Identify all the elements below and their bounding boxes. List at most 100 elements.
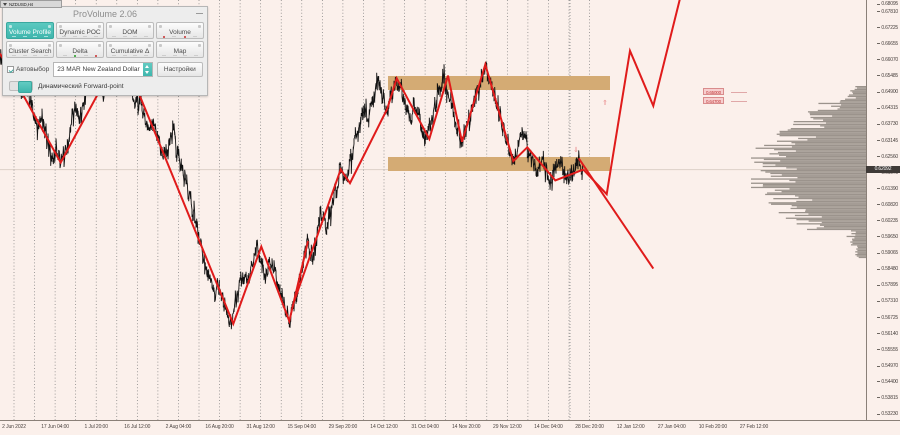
button-handle-icons — [159, 24, 201, 28]
panel-button-volume-profile[interactable]: Volume Profile — [6, 22, 54, 39]
panel-title-label: ProVolume 2.06 — [72, 9, 138, 19]
price-tag-1-line — [731, 91, 747, 93]
button-status-dots — [109, 54, 151, 57]
price-axis-tick: 0.67225 — [877, 24, 898, 31]
time-axis-tick: 10 Feb 20:00 — [698, 424, 728, 430]
price-axis-tick: 0.64900 — [877, 89, 898, 96]
button-status-dots — [59, 35, 101, 38]
panel-button-grid: Volume Profile Dynamic POC DOM Volume Cluste… — [3, 22, 207, 58]
button-status-dots — [109, 35, 151, 38]
button-handle-icons — [59, 24, 101, 28]
time-axis-tick: 31 Oct 04:00 — [411, 424, 439, 430]
price-axis-tick: 0.66070 — [877, 56, 898, 63]
price-axis-tick: 0.65485 — [877, 72, 898, 79]
time-axis-tick: 29 Nov 12:00 — [493, 424, 522, 430]
price-axis-tick: 0.60820 — [877, 201, 898, 208]
panel-button-label: Delta — [72, 47, 88, 55]
price-axis-tick: 0.53230 — [877, 411, 898, 417]
button-status-dots — [59, 54, 101, 57]
minimize-icon[interactable] — [196, 13, 203, 14]
time-axis-tick: 1 Jul 20:00 — [84, 424, 108, 430]
button-handle-icons — [109, 43, 151, 47]
volume-profile-histogram — [751, 86, 866, 259]
button-handle-icons — [9, 43, 51, 47]
up-arrow-marker: ⇑ — [602, 100, 608, 107]
price-tag-2-line — [731, 100, 747, 102]
price-axis-tick: 0.57895 — [877, 282, 898, 289]
upper-supply-zone[interactable] — [388, 76, 610, 90]
panel-titlebar[interactable]: ProVolume 2.06 — [3, 7, 207, 22]
button-status-dots — [9, 54, 51, 57]
panel-button-label: Cluster Search — [8, 47, 52, 55]
provolume-panel[interactable]: ProVolume 2.06 Volume Profile Dynamic POC… — [2, 6, 208, 96]
symbol-selector[interactable]: 23 MAR New Zealand Dollar — [53, 62, 153, 77]
button-handle-icons — [109, 24, 151, 28]
caret-down-icon[interactable] — [3, 2, 7, 6]
price-axis-tick: 0.63145 — [877, 137, 898, 144]
panel-button-label: Volume Profile — [9, 28, 51, 36]
price-axis-tick: 0.66655 — [877, 40, 898, 47]
panel-button-volume[interactable]: Volume — [156, 22, 204, 39]
price-axis-tick: 0.64315 — [877, 105, 898, 112]
price-axis-tick: 0.62560 — [877, 153, 898, 160]
down-arrow-marker: ⇓ — [573, 147, 579, 154]
panel-button-label: Dynamic POC — [59, 28, 101, 36]
price-axis-tick: 0.58480 — [877, 266, 898, 273]
button-handle-icons — [59, 43, 101, 47]
panel-button-cumulative[interactable]: Cumulative Δ — [106, 41, 154, 58]
panel-button-cluster-search[interactable]: Cluster Search — [6, 41, 54, 58]
forecast-down-branch — [577, 157, 655, 270]
price-axis-tick: 0.63730 — [877, 121, 898, 128]
forward-point-toggle[interactable] — [9, 81, 33, 93]
price-axis-tick: 0.57310 — [877, 298, 898, 305]
price-axis-tick: 0.56140 — [877, 330, 898, 337]
panel-button-label: Cumulative Δ — [110, 47, 150, 55]
price-tag-2[interactable]: 0.64700 — [703, 97, 724, 104]
time-axis-tick: 27 Jan 04:00 — [657, 424, 686, 430]
price-axis[interactable]: 0.68095 0.67810 0.67225 0.66655 0.66070 0.654… — [866, 0, 900, 420]
zigzag-series — [0, 48, 584, 327]
time-axis-tick: 31 Aug 12:00 — [246, 424, 275, 430]
symbol-stepper[interactable] — [142, 63, 152, 76]
time-axis[interactable]: 2 Jun 2022 17 Jun 04:00 1 Jul 20:00 16 Jul … — [0, 420, 900, 435]
price-axis-tick: 0.56725 — [877, 314, 898, 321]
settings-button[interactable]: Настройки — [156, 62, 203, 77]
panel-button-map[interactable]: Map — [156, 41, 204, 58]
panel-button-label: Map — [173, 47, 187, 55]
forward-point-row: Динамический Forward-point — [3, 77, 207, 93]
panel-button-label: Volume — [169, 28, 191, 36]
button-status-dots — [159, 35, 201, 38]
panel-button-delta[interactable]: Delta — [56, 41, 104, 58]
stepper-up-icon[interactable] — [145, 64, 150, 68]
time-axis-tick: 2 Jun 2022 — [2, 424, 26, 430]
panel-button-dom[interactable]: DOM — [106, 22, 154, 39]
panel-symbol-row: Автовыбор 23 MAR New Zealand Dollar Наст… — [3, 58, 207, 77]
symbol-input[interactable]: 23 MAR New Zealand Dollar — [53, 62, 153, 77]
button-handle-icons — [159, 43, 201, 47]
chart-window-titlebar[interactable]: NZDUSD,H4 — [0, 0, 62, 8]
current-price-label: 0.62092 — [866, 166, 900, 174]
time-axis-tick: 12 Jan 12:00 — [616, 424, 645, 430]
autoselect-checkbox[interactable] — [7, 66, 14, 73]
time-axis-tick: 17 Jun 04:00 — [41, 424, 69, 430]
chart-svg — [0, 0, 866, 420]
price-axis-tick: 0.53815 — [877, 394, 898, 401]
stepper-down-icon[interactable] — [145, 71, 150, 75]
time-axis-tick: 27 Feb 12:00 — [739, 424, 769, 430]
price-axis-tick: 0.67810 — [877, 8, 898, 15]
price-axis-tick: 0.59065 — [877, 250, 898, 257]
price-tag-1[interactable]: 0.65000 — [703, 88, 724, 95]
time-axis-tick: 14 Nov 20:00 — [451, 424, 481, 430]
panel-button-dynamic-poc[interactable]: Dynamic POC — [56, 22, 104, 39]
button-handle-icons — [9, 24, 51, 28]
time-axis-tick: 14 Oct 12:00 — [370, 424, 398, 430]
time-axis-tick: 14 Dec 04:00 — [534, 424, 563, 430]
price-axis-tick: 0.54400 — [877, 378, 898, 385]
price-axis-tick: 0.55555 — [877, 346, 898, 353]
time-axis-tick: 15 Sep 04:00 — [287, 424, 317, 430]
autoselect-checkbox-group[interactable]: Автовыбор — [7, 66, 49, 73]
price-axis-tick: 0.68095 — [877, 1, 898, 7]
forecast-zigzag-series — [582, 0, 681, 197]
price-axis-tick: 0.54970 — [877, 363, 898, 369]
